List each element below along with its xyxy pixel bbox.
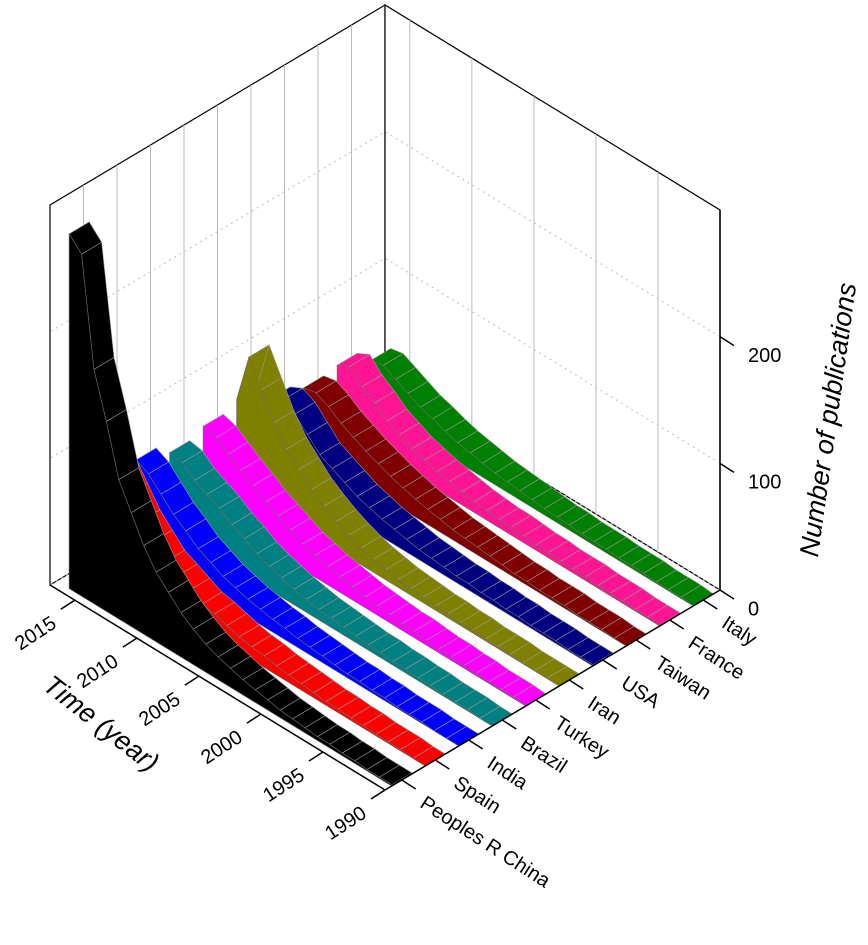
x-tick (122, 637, 138, 648)
x-tick (308, 751, 324, 762)
x-tick (370, 789, 386, 800)
country-tick (501, 719, 517, 730)
country-tick (434, 759, 450, 770)
ribbon-face (68, 232, 393, 787)
z-tick-label: 100 (748, 472, 781, 494)
axis-line (49, 584, 386, 791)
ribbon-face (336, 364, 661, 627)
z-tick-label: 200 (748, 345, 781, 367)
country-tick (635, 639, 651, 650)
z-tick (719, 462, 735, 473)
ribbon-face (269, 398, 594, 667)
x-tick-label: 1995 (259, 764, 308, 807)
z-axis-title: Number of publications (794, 281, 862, 559)
country-label: USA (617, 672, 664, 713)
country-tick (468, 739, 484, 750)
country-tick (535, 699, 551, 710)
z-tick (719, 589, 735, 600)
axis-line (384, 589, 721, 791)
x-tick-label: 2015 (11, 612, 60, 655)
country-tick (401, 779, 417, 790)
country-tick (702, 599, 718, 610)
country-tick (669, 619, 685, 630)
x-tick-label: 2010 (73, 650, 122, 693)
z-tick-label: 0 (748, 598, 759, 620)
ribbon-face (169, 451, 493, 727)
ribbon-face (202, 425, 526, 707)
country-label: India (483, 752, 532, 795)
x-tick (60, 599, 76, 610)
country-label: Iran (584, 692, 625, 729)
z-tick (719, 336, 735, 347)
country-tick (602, 659, 618, 670)
x-tick-label: 1990 (321, 802, 370, 845)
x-tick (184, 675, 200, 686)
country-tick (568, 679, 584, 690)
ribbon-face (370, 360, 694, 607)
ribbon-face (135, 459, 459, 747)
x-tick-label: 2005 (135, 688, 184, 731)
x-tick-label: 2000 (197, 726, 246, 769)
x-tick (246, 713, 262, 724)
ribbon-face (303, 387, 627, 647)
